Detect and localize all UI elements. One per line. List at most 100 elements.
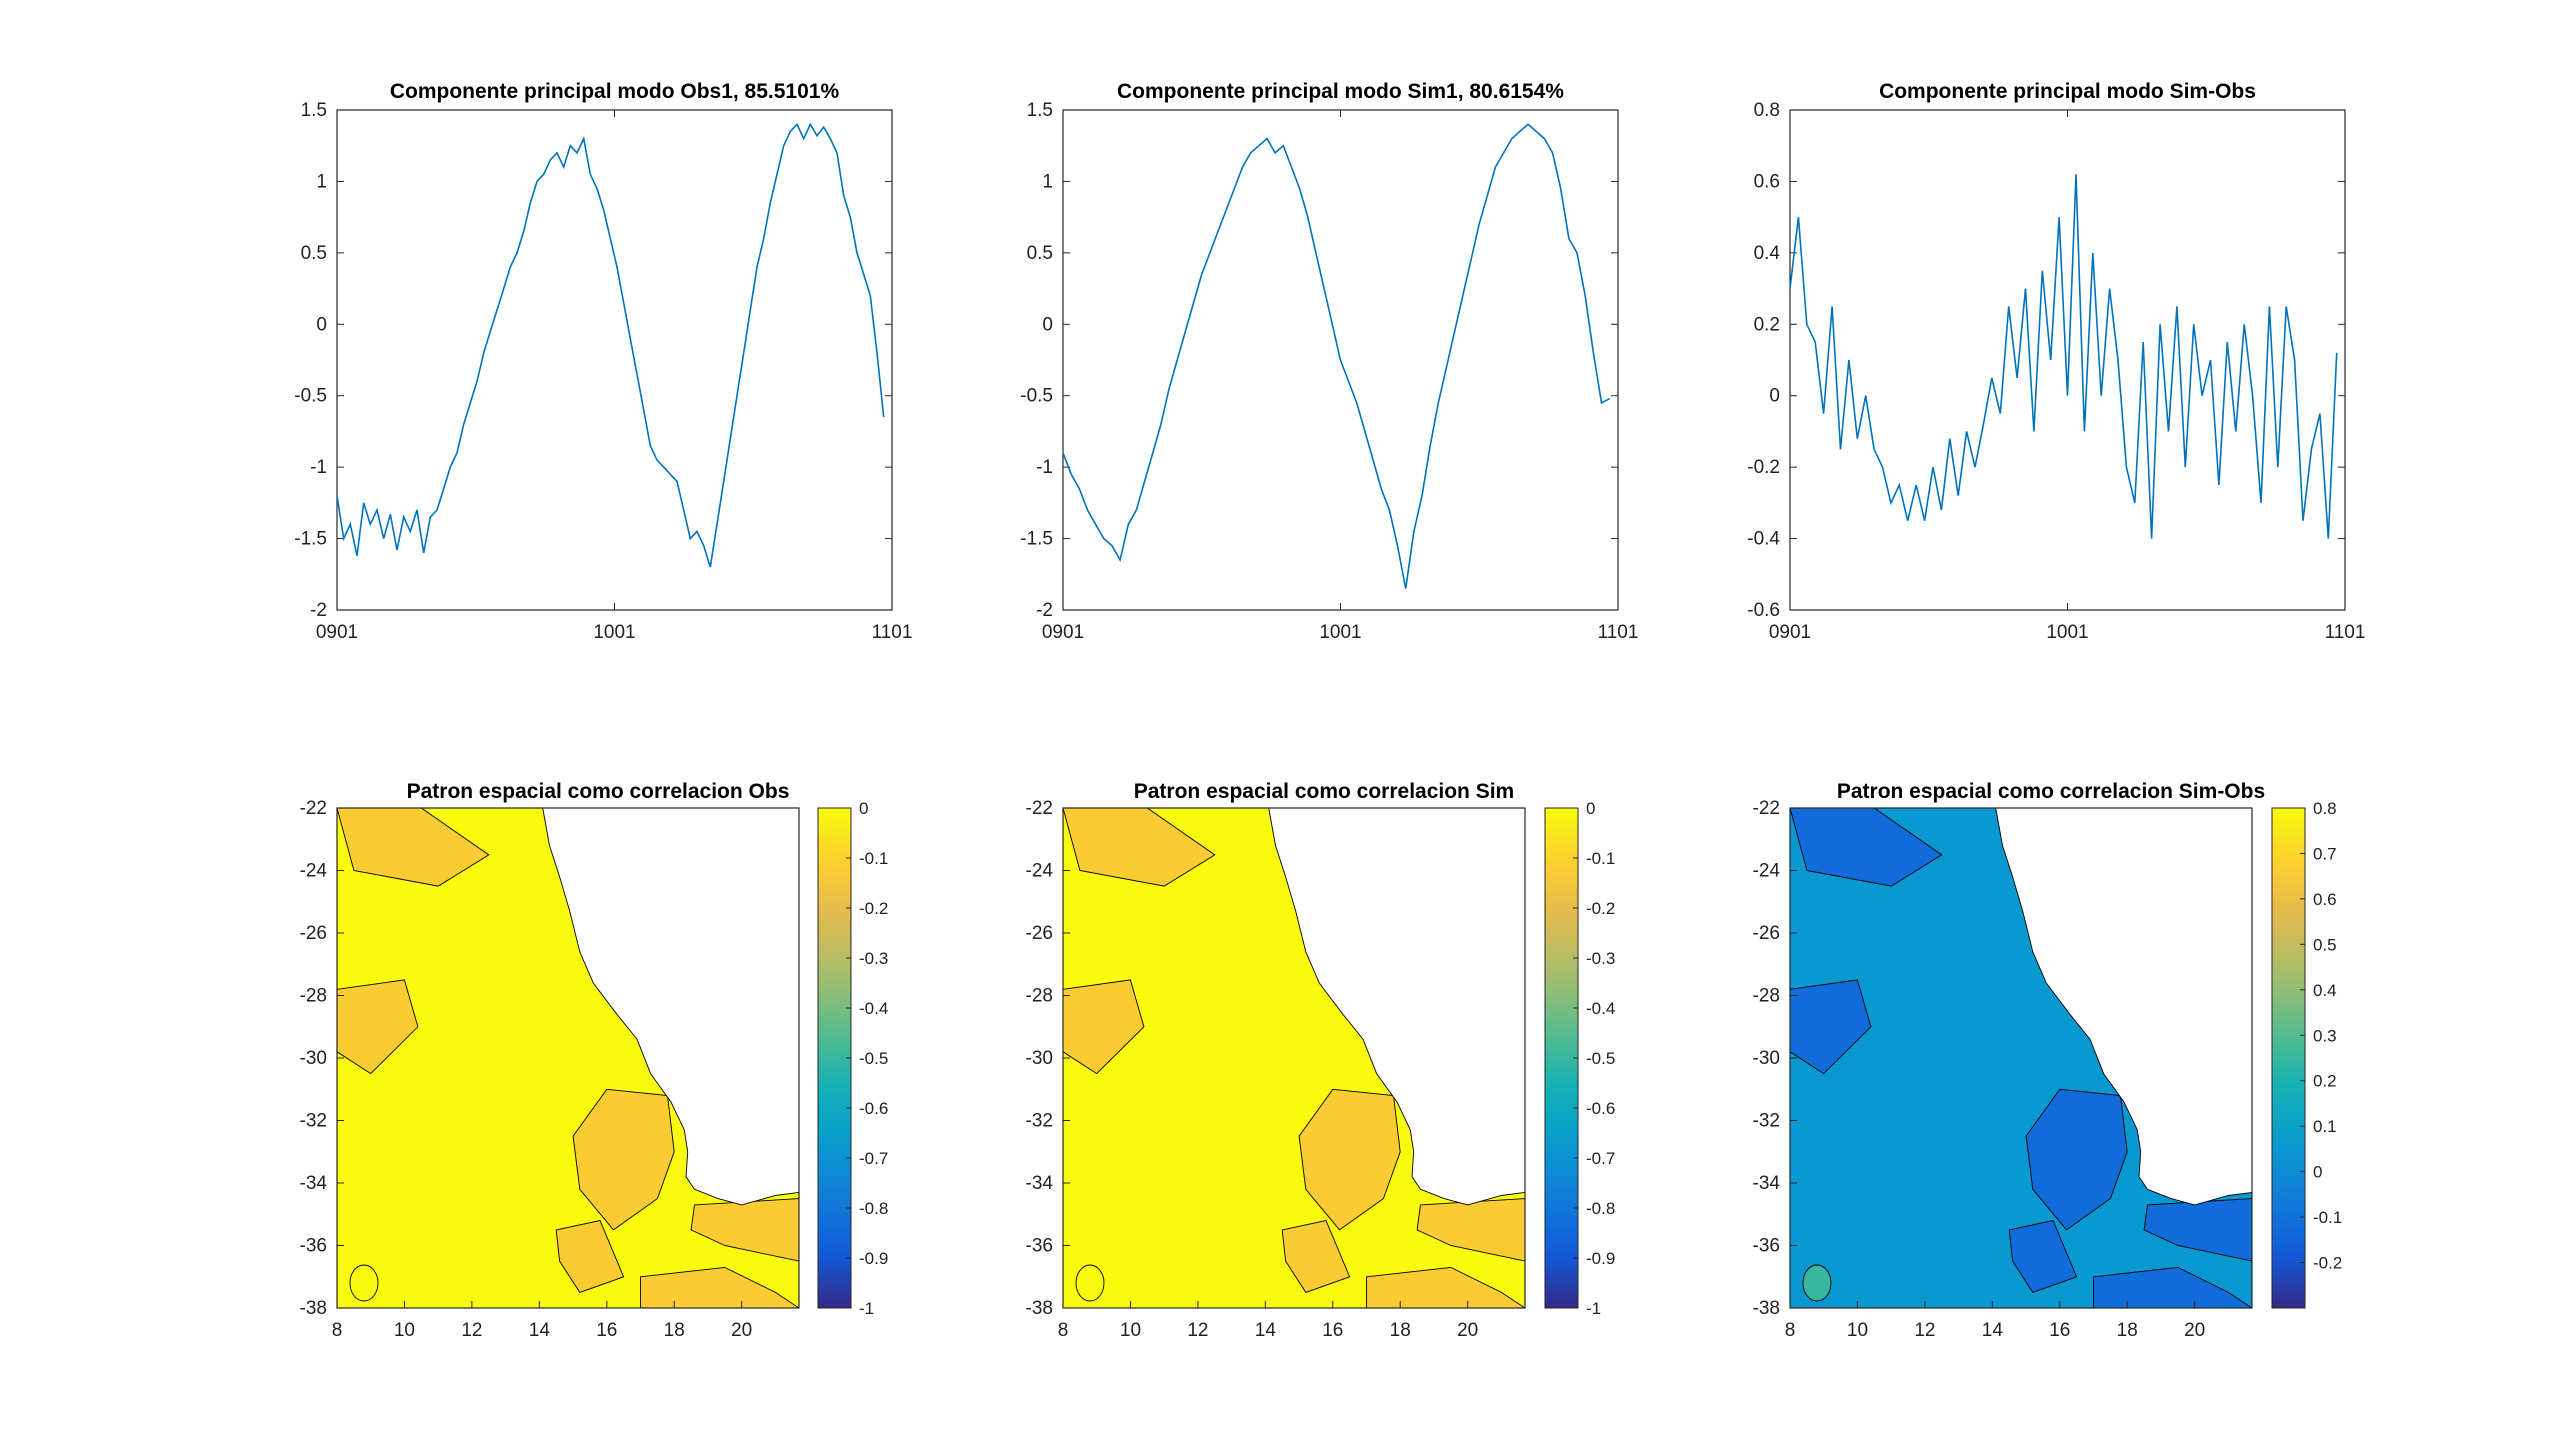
y-tick-label: -1.5 [294,529,327,550]
y-tick-label: -36 [1753,1236,1780,1257]
contour-band [1298,1088,1401,1231]
chart-title: Componente principal modo Obs1, 85.5101% [390,80,840,103]
y-tick-label: -34 [300,1173,328,1194]
x-tick-label: 10 [394,1320,415,1341]
y-tick-label: -28 [1753,986,1780,1007]
colorbar-tick-label: 0 [2313,1163,2322,1182]
x-tick-label: 16 [596,1320,617,1341]
y-tick-label: 1.5 [1027,100,1053,121]
colorbar-tick-label: -0.2 [1586,899,1615,918]
contour-band [2008,1219,2078,1293]
land-mask [542,808,799,1206]
y-tick-label: 0 [316,314,327,335]
x-tick-label: 0901 [316,622,358,643]
y-tick-label: -0.5 [294,386,327,407]
colorbar-tick-label: 0 [1586,799,1595,818]
x-tick-label: 1001 [2046,622,2088,643]
x-tick-label: 14 [529,1320,551,1341]
x-tick-label: 18 [2117,1320,2138,1341]
contour-band [1416,1198,1525,1262]
contour-field [337,808,799,1308]
y-tick-label: -26 [1026,923,1053,944]
colorbar-tick-label: 0.5 [2313,935,2337,954]
contour-band [1790,979,1872,1075]
colorbar-tick-label: -0.9 [1586,1249,1615,1268]
x-tick-label: 1001 [1319,622,1361,643]
colorbar-tick-label: -0.9 [859,1249,888,1268]
colorbar-tick-label: 0.3 [2313,1026,2337,1045]
x-tick-label: 1101 [1598,622,1639,643]
contour-band [690,1198,799,1262]
x-tick-label: 18 [664,1320,685,1341]
x-tick-label: 10 [1847,1320,1868,1341]
y-tick-label: -0.4 [1747,529,1780,550]
y-tick-label: -36 [300,1236,327,1257]
contour-field [1790,808,2252,1308]
chart-title: Patron espacial como correlacion Sim-Obs [1837,780,2265,803]
y-tick-label: -24 [1753,861,1781,882]
y-tick-label: 0.6 [1754,171,1780,192]
colorbar-tick-label: 0.4 [2313,981,2337,1000]
contour-band [2025,1088,2128,1231]
colorbar-tick-label: 0.8 [2313,799,2337,818]
y-tick-label: -1.5 [1020,529,1053,550]
colorbar-tick-label: 0 [859,799,868,818]
y-tick-label: -22 [1026,798,1053,819]
map-chart-5: -22 -24 -26 -28 -30 -32 -34 -36 -388 10 12 14 16 18 20… [1026,780,1616,1341]
y-tick-label: 1 [316,171,327,192]
x-tick-label: 8 [1785,1320,1796,1341]
x-tick-label: 1001 [593,622,635,643]
colorbar-tick-label: -0.2 [2313,1254,2342,1273]
y-tick-label: -0.2 [1747,457,1780,478]
contour-band [337,808,490,887]
colorbar-tick-label: -0.7 [1586,1149,1615,1168]
y-tick-label: -38 [1026,1298,1053,1319]
y-tick-label: -2 [310,600,327,621]
y-tick-label: -26 [1753,923,1780,944]
contour-band [1063,979,1145,1075]
contour-band [1281,1219,1351,1293]
map-chart-6: -22 -24 -26 -28 -30 -32 -34 -36 -388 10 12 14 16 18 20… [1753,780,2343,1341]
land-mask [1995,808,2252,1206]
x-tick-label: 14 [1255,1320,1277,1341]
colorbar-tick-label: 0.1 [2313,1117,2337,1136]
x-tick-label: 14 [1982,1320,2004,1341]
colorbar [1544,807,1579,1309]
y-tick-label: -24 [300,861,328,882]
contour-band [555,1219,625,1293]
y-tick-label: -38 [1753,1298,1780,1319]
colorbar-tick-label: -1 [1586,1299,1601,1318]
x-tick-label: 1101 [872,622,913,643]
colorbar-tick-label: -0.3 [1586,949,1615,968]
y-tick-label: -30 [300,1048,327,1069]
chart-title: Componente principal modo Sim-Obs [1879,80,2256,103]
contour-band [1366,1266,1525,1308]
contour-band [1063,808,1216,887]
colorbar-tick-label: -0.5 [1586,1049,1615,1068]
plot-area [1789,109,2346,611]
colorbar-tick-label: -0.1 [1586,849,1615,868]
y-tick-label: -28 [1026,986,1053,1007]
x-tick-label: 16 [1322,1320,1343,1341]
contour-band [640,1266,799,1308]
y-tick-label: 0.5 [1027,243,1053,264]
contour-band [349,1264,379,1302]
y-tick-label: -36 [1026,1236,1053,1257]
y-tick-label: -32 [1026,1111,1053,1132]
colorbar-tick-label: -0.6 [859,1099,888,1118]
x-tick-label: 20 [1457,1320,1478,1341]
x-tick-label: 0901 [1769,622,1811,643]
contour-band [572,1088,675,1231]
contour-band [1790,808,1943,887]
colorbar-tick-label: 0.2 [2313,1072,2337,1091]
x-tick-label: 12 [1914,1320,1935,1341]
y-tick-label: 1 [1042,171,1053,192]
contour-band [1802,1264,1832,1302]
y-tick-label: 0 [1769,386,1780,407]
y-tick-label: -0.6 [1747,600,1780,621]
x-tick-label: 10 [1120,1320,1141,1341]
x-tick-label: 18 [1390,1320,1411,1341]
colorbar-tick-label: -0.8 [1586,1199,1615,1218]
